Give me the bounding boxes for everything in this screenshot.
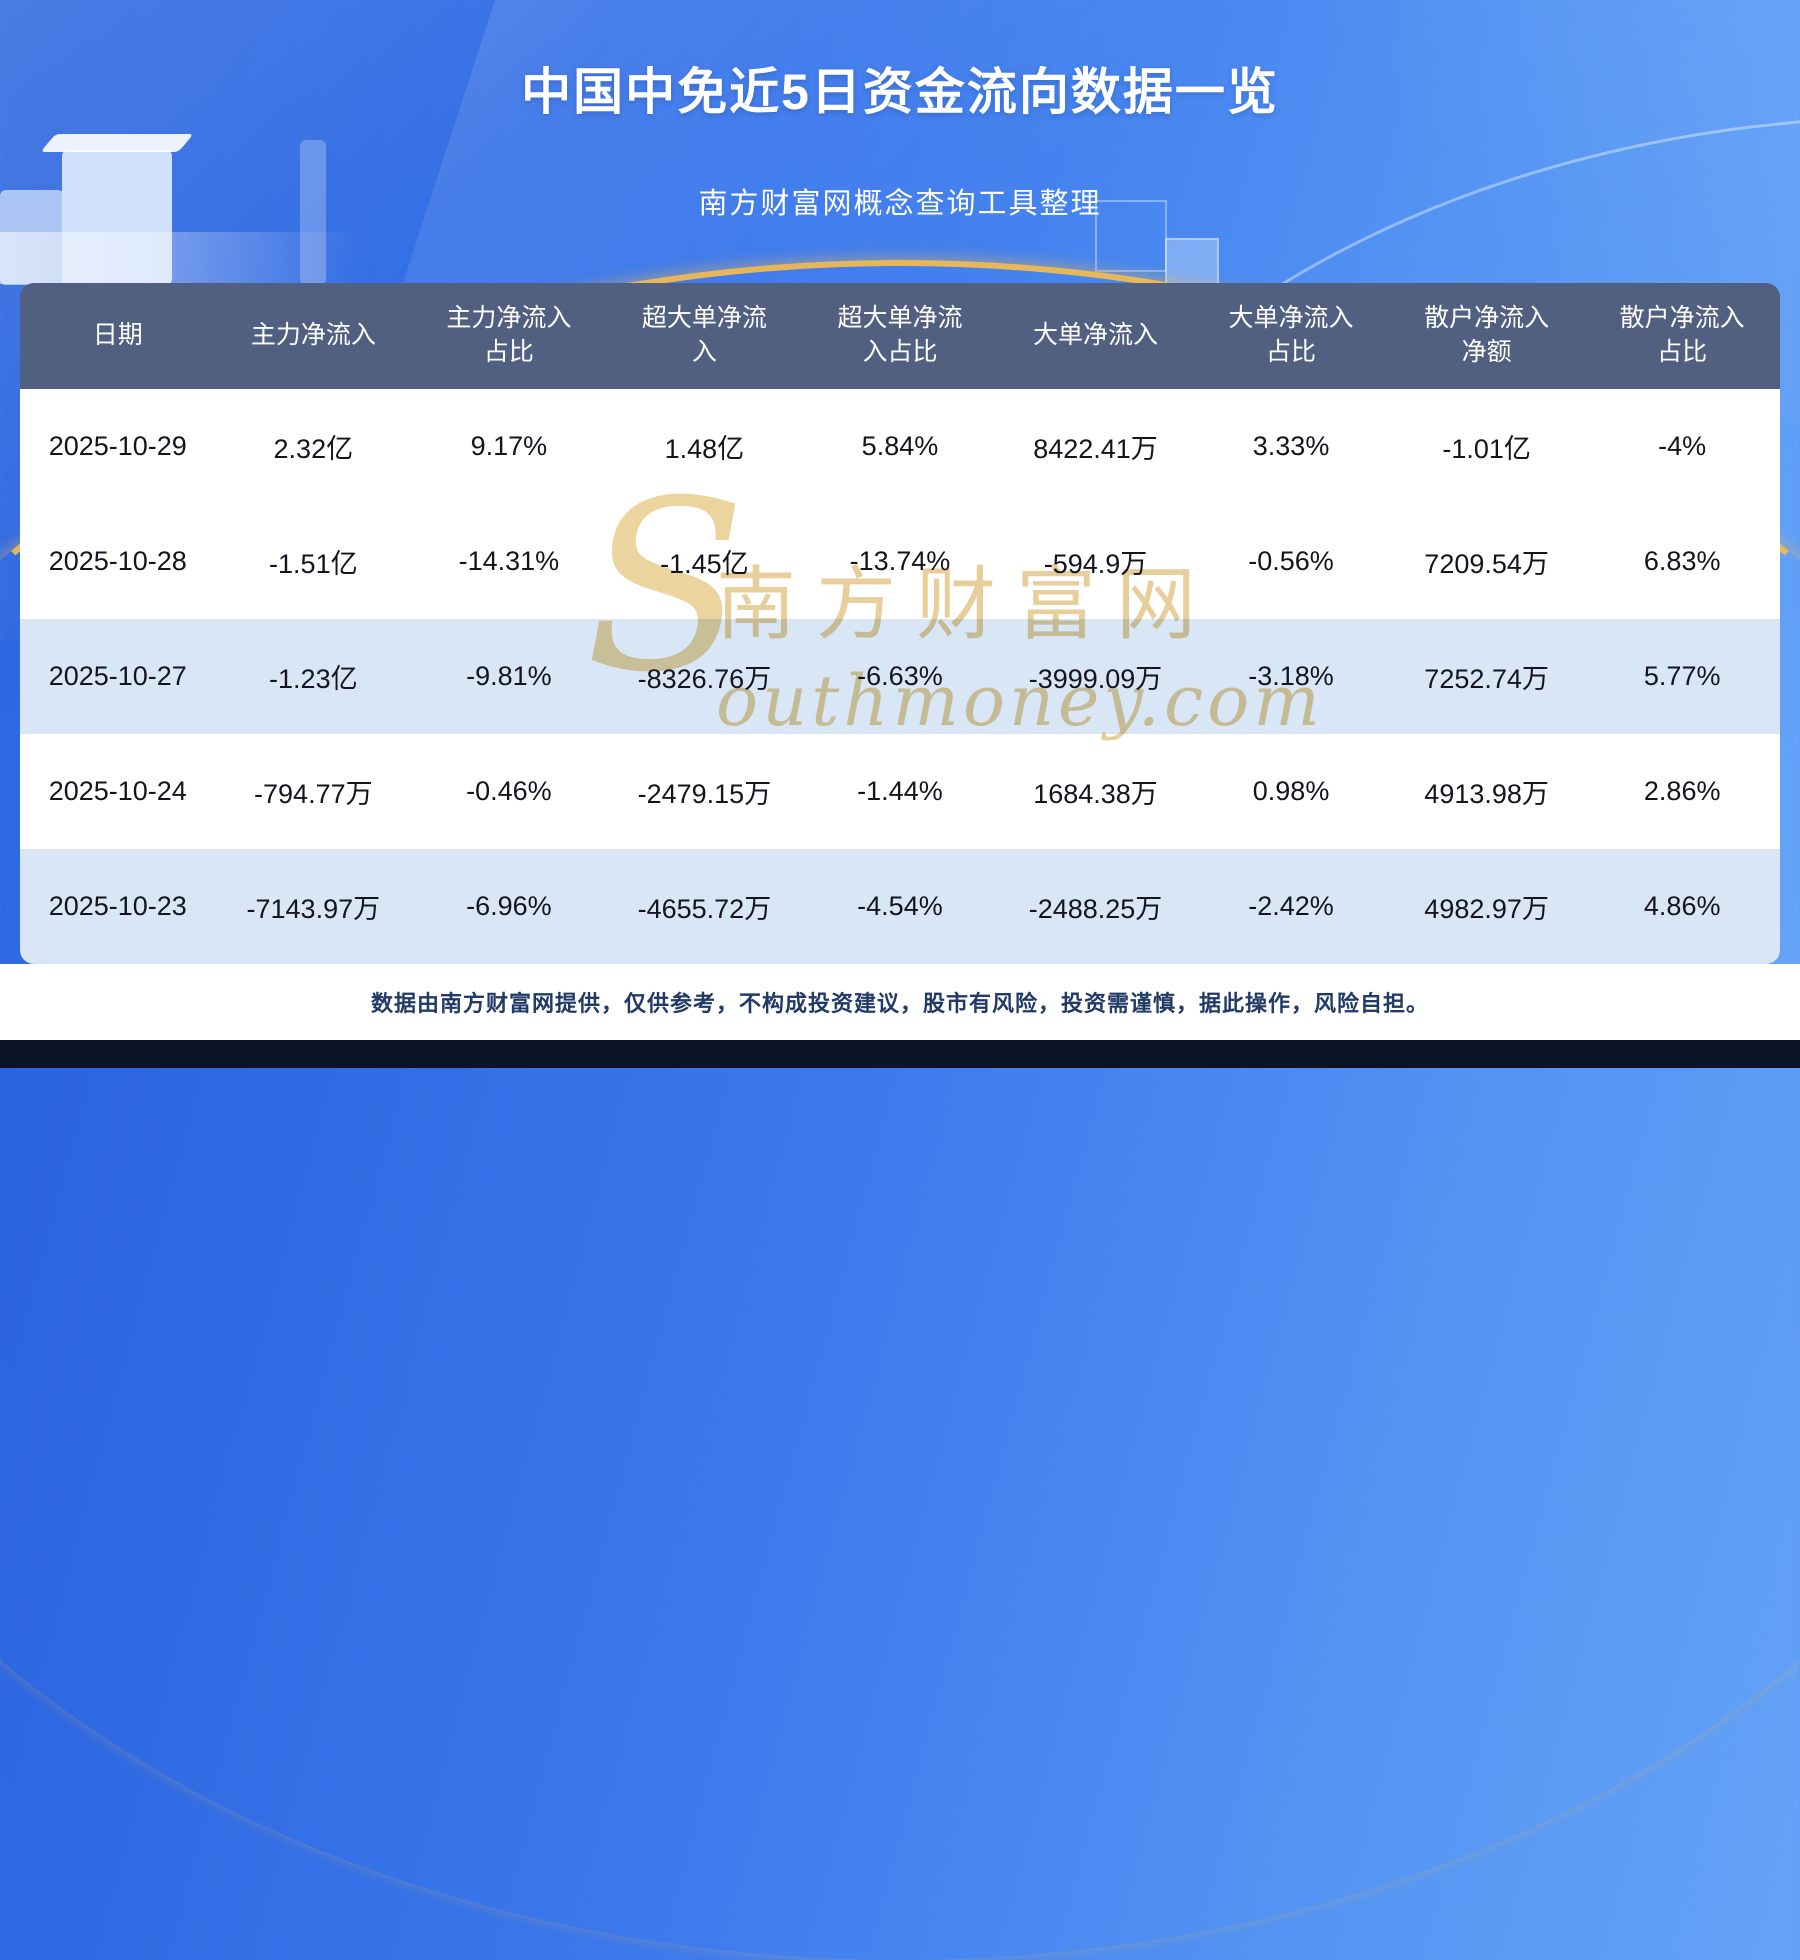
column-header: 主力净流入占比 bbox=[411, 283, 607, 389]
column-header-label: 大单净流入占比 bbox=[1228, 304, 1354, 366]
value-cell: -4655.72万 bbox=[606, 849, 803, 964]
building-base-decoration bbox=[0, 232, 360, 284]
value-cell: 4982.97万 bbox=[1388, 849, 1585, 964]
value-cell: 2.86% bbox=[1584, 734, 1780, 849]
date-cell: 2025-10-29 bbox=[20, 389, 216, 504]
column-header-label: 主力净流入占比 bbox=[446, 304, 572, 366]
page-subtitle: 南方财富网概念查询工具整理 bbox=[698, 188, 1102, 220]
footer: 数据由南方财富网提供，仅供参考，不构成投资建议，股市有风险，投资需谨慎，据此操作… bbox=[0, 964, 1800, 1040]
table-row: 2025-10-29 2.32亿 9.17% 1.48亿 5.84% 8422.41万 3.… bbox=[20, 389, 1780, 504]
column-header: 散户净流入占比 bbox=[1584, 283, 1780, 389]
value-cell: -3999.09万 bbox=[997, 619, 1194, 734]
value-cell: -2.42% bbox=[1193, 849, 1389, 964]
value-cell: -8326.76万 bbox=[606, 619, 803, 734]
value-cell: -7143.97万 bbox=[215, 849, 412, 964]
value-cell: 6.83% bbox=[1584, 504, 1780, 619]
column-header: 超大单净流入占比 bbox=[802, 283, 998, 389]
value-cell: -0.46% bbox=[411, 734, 607, 849]
column-header: 大单净流入占比 bbox=[1193, 283, 1389, 389]
table-row: 2025-10-24 -794.77万 -0.46% -2479.15万 -1.44% 1… bbox=[20, 734, 1780, 849]
table-row: 2025-10-28 -1.51亿 -14.31% -1.45亿 -13.74% -594… bbox=[20, 504, 1780, 619]
column-header-label: 大单净流入 bbox=[1033, 321, 1159, 350]
table-row: 2025-10-27 -1.23亿 -9.81% -8326.76万 -6.63% -39… bbox=[20, 619, 1780, 734]
value-cell: -3.18% bbox=[1193, 619, 1389, 734]
date-cell: 2025-10-24 bbox=[20, 734, 216, 849]
column-header: 日期 bbox=[20, 283, 216, 389]
value-cell: 1.48亿 bbox=[606, 389, 803, 504]
value-cell: -6.96% bbox=[411, 849, 607, 964]
column-header-label: 散户净流入占比 bbox=[1619, 304, 1745, 366]
value-cell: 4913.98万 bbox=[1388, 734, 1585, 849]
table-header-row: 日期 主力净流入 主力净流入占比 超大单净流入 超大单净流入占比 大单净流入 大单净流入占比… bbox=[20, 283, 1780, 389]
value-cell: 9.17% bbox=[411, 389, 607, 504]
value-cell: -0.56% bbox=[1193, 504, 1389, 619]
value-cell: 1684.38万 bbox=[997, 734, 1194, 849]
value-cell: -4% bbox=[1584, 389, 1780, 504]
table-body: 2025-10-29 2.32亿 9.17% 1.48亿 5.84% 8422.41万 3.… bbox=[20, 389, 1780, 964]
value-cell: -2479.15万 bbox=[606, 734, 803, 849]
column-header: 超大单净流入 bbox=[606, 283, 803, 389]
value-cell: -6.63% bbox=[802, 619, 998, 734]
value-cell: 7209.54万 bbox=[1388, 504, 1585, 619]
column-header: 主力净流入 bbox=[215, 283, 412, 389]
table-row: 2025-10-23 -7143.97万 -6.96% -4655.72万 -4.54%… bbox=[20, 849, 1780, 964]
value-cell: 7252.74万 bbox=[1388, 619, 1585, 734]
disclaimer-text: 数据由南方财富网提供，仅供参考，不构成投资建议，股市有风险，投资需谨慎，据此操作… bbox=[370, 991, 1429, 1016]
value-cell: 3.33% bbox=[1193, 389, 1389, 504]
value-cell: 0.98% bbox=[1193, 734, 1389, 849]
value-cell: -794.77万 bbox=[215, 734, 412, 849]
value-cell: -14.31% bbox=[411, 504, 607, 619]
column-header: 大单净流入 bbox=[997, 283, 1194, 389]
value-cell: -1.01亿 bbox=[1388, 389, 1585, 504]
column-header-label: 主力净流入 bbox=[250, 321, 376, 350]
column-header: 散户净流入净额 bbox=[1388, 283, 1585, 389]
page-title: 中国中免近5日资金流向数据一览 bbox=[521, 64, 1279, 120]
date-cell: 2025-10-23 bbox=[20, 849, 216, 964]
value-cell: 2.32亿 bbox=[215, 389, 412, 504]
value-cell: -13.74% bbox=[802, 504, 998, 619]
value-cell: -594.9万 bbox=[997, 504, 1194, 619]
value-cell: -9.81% bbox=[411, 619, 607, 734]
value-cell: -2488.25万 bbox=[997, 849, 1194, 964]
column-header-label: 超大单净流入占比 bbox=[837, 304, 963, 366]
column-header-label: 超大单净流入 bbox=[641, 304, 767, 366]
value-cell: -1.23亿 bbox=[215, 619, 412, 734]
column-header-label: 日期 bbox=[92, 321, 143, 350]
date-cell: 2025-10-27 bbox=[20, 619, 216, 734]
value-cell: -1.44% bbox=[802, 734, 998, 849]
value-cell: 5.77% bbox=[1584, 619, 1780, 734]
date-cell: 2025-10-28 bbox=[20, 504, 216, 619]
value-cell: 5.84% bbox=[802, 389, 998, 504]
fund-flow-table: 日期 主力净流入 主力净流入占比 超大单净流入 超大单净流入占比 大单净流入 大单净流入占比… bbox=[20, 283, 1780, 964]
hero-header: 中国中免近5日资金流向数据一览 南方财富网概念查询工具整理 bbox=[0, 52, 1800, 222]
value-cell: 8422.41万 bbox=[997, 389, 1194, 504]
value-cell: -1.45亿 bbox=[606, 504, 803, 619]
bottom-bar bbox=[0, 1040, 1800, 1068]
value-cell: 4.86% bbox=[1584, 849, 1780, 964]
value-cell: -1.51亿 bbox=[215, 504, 412, 619]
value-cell: -4.54% bbox=[802, 849, 998, 964]
fund-flow-table-container: 日期 主力净流入 主力净流入占比 超大单净流入 超大单净流入占比 大单净流入 大单净流入占比… bbox=[20, 283, 1780, 964]
column-header-label: 散户净流入净额 bbox=[1424, 304, 1550, 366]
